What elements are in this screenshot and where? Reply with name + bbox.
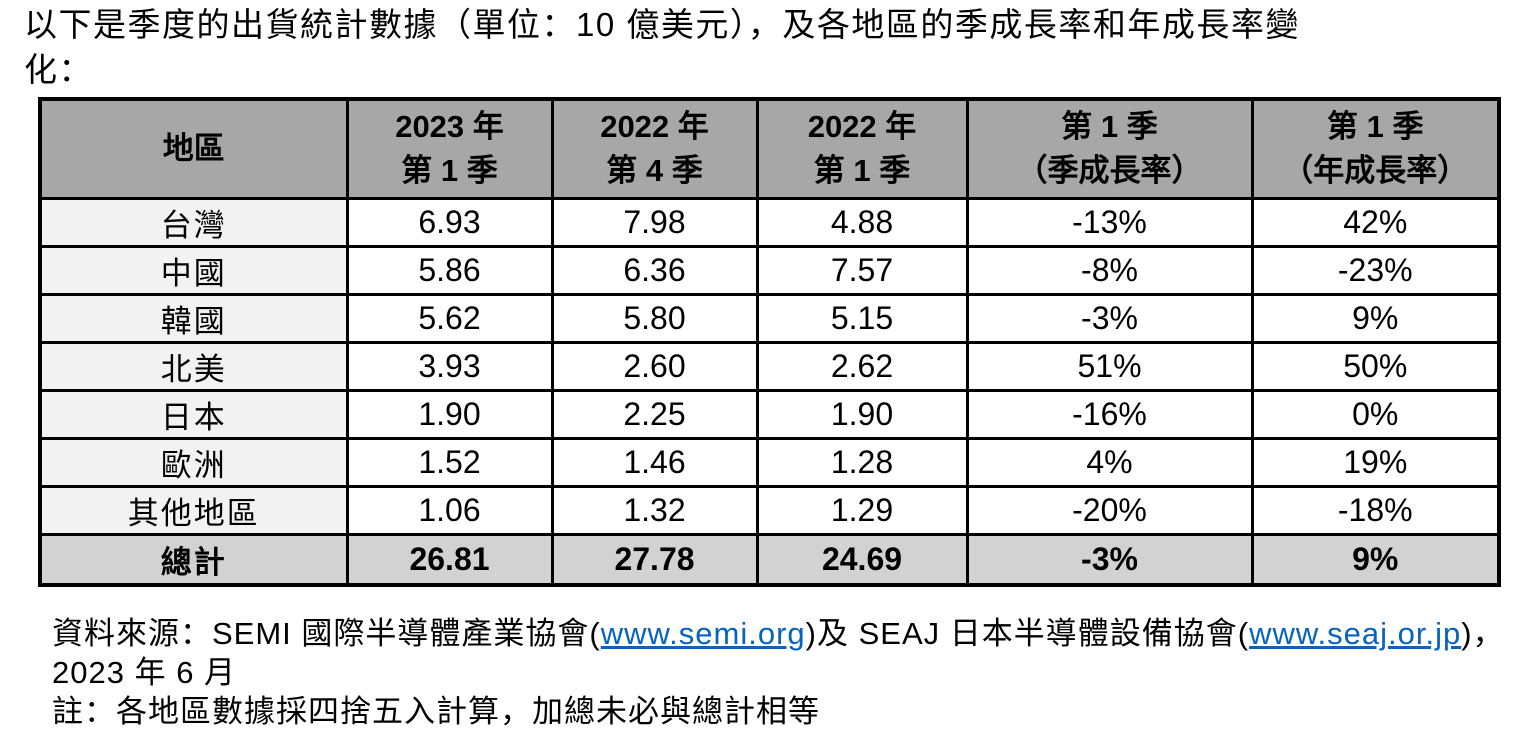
yoy-cell: -18% (1250, 485, 1501, 536)
qoq-cell: 4% (965, 437, 1254, 488)
value-cell: 1.52 (345, 437, 554, 488)
intro-line-2: 化： (24, 51, 93, 88)
value-cell: 1.32 (550, 485, 759, 536)
value-cell: 5.86 (345, 245, 554, 296)
col-header-2023q1: 2023 年 第 1 季 (345, 97, 554, 200)
value-cell: 4.88 (755, 197, 969, 248)
value-cell: 6.36 (550, 245, 759, 296)
header-line: 地區 (162, 131, 225, 166)
col-header-region: 地區 (38, 97, 349, 200)
source-text-middle: )及 SEAJ 日本半導體設備協會( (805, 616, 1250, 651)
value-cell: 7.57 (755, 245, 969, 296)
header-line: （季成長率） (1016, 153, 1203, 188)
value-cell: 1.90 (345, 389, 554, 440)
yoy-cell: 9% (1250, 293, 1501, 344)
value-cell: 5.62 (345, 293, 554, 344)
header-line: 第 1 季 (1327, 109, 1424, 144)
value-cell: 1.28 (755, 437, 969, 488)
value-cell: 2.62 (755, 341, 969, 392)
value-cell: 1.06 (345, 485, 554, 536)
shipment-table: 地區 2023 年 第 1 季 2022 年 第 4 季 2022 年 第 1 … (38, 97, 1501, 587)
yoy-cell: 19% (1250, 437, 1501, 488)
semi-link[interactable]: www.semi.org (600, 616, 806, 651)
source-line: 資料來源：SEMI 國際半導體產業協會(www.semi.org)及 SEAJ … (52, 614, 1505, 653)
value-cell: 2.25 (550, 389, 759, 440)
seaj-link[interactable]: www.seaj.or.jp (1249, 616, 1462, 651)
source-text-suffix: )， (1461, 616, 1505, 651)
value-cell: 1.46 (550, 437, 759, 488)
col-header-2022q1: 2022 年 第 1 季 (755, 97, 969, 200)
region-cell: 韓國 (38, 293, 349, 344)
qoq-cell: -20% (965, 485, 1254, 536)
col-header-yoy-growth: 第 1 季 （年成長率） (1250, 97, 1501, 200)
header-row: 地區 2023 年 第 1 季 2022 年 第 4 季 2022 年 第 1 … (38, 97, 1501, 200)
yoy-cell: 42% (1250, 197, 1501, 248)
header-line: 第 1 季 (401, 153, 498, 188)
footer-notes: 資料來源：SEMI 國際半導體產業協會(www.semi.org)及 SEAJ … (52, 614, 1505, 731)
header-line: 2022 年 (807, 109, 917, 144)
region-cell: 中國 (38, 245, 349, 296)
value-cell: 6.93 (345, 197, 554, 248)
yoy-cell: 0% (1250, 389, 1501, 440)
total-value-cell: 24.69 (755, 533, 969, 586)
total-qoq-cell: -3% (965, 533, 1254, 586)
qoq-cell: -8% (965, 245, 1254, 296)
header-line: 第 1 季 (813, 153, 911, 188)
header-line: 第 4 季 (606, 153, 703, 188)
header-line: 2022 年 (600, 109, 709, 144)
total-row: 總計 26.81 27.78 24.69 -3% 9% (38, 533, 1501, 586)
yoy-cell: -23% (1250, 245, 1501, 296)
col-header-qoq-growth: 第 1 季 （季成長率） (965, 97, 1254, 200)
table-row-other-regions: 其他地區 1.06 1.32 1.29 -20% -18% (38, 485, 1501, 536)
region-cell: 北美 (38, 341, 349, 392)
value-cell: 1.29 (755, 485, 969, 536)
qoq-cell: -3% (965, 293, 1254, 344)
date-line: 2023 年 6 月 (52, 655, 237, 690)
value-cell: 7.98 (550, 197, 759, 248)
col-header-2022q4: 2022 年 第 4 季 (550, 97, 759, 200)
table-row-europe: 歐洲 1.52 1.46 1.28 4% 19% (38, 437, 1501, 488)
region-cell: 台灣 (38, 197, 349, 248)
intro-paragraph: 以下是季度的出貨統計數據（單位：10 億美元），及各地區的季成長率和年成長率變 … (24, 2, 1300, 92)
table-row-taiwan: 台灣 6.93 7.98 4.88 -13% 42% (38, 197, 1501, 248)
table-row-north-america: 北美 3.93 2.60 2.62 51% 50% (38, 341, 1501, 392)
region-cell: 歐洲 (38, 437, 349, 488)
intro-line-1: 以下是季度的出貨統計數據（單位：10 億美元），及各地區的季成長率和年成長率變 (24, 6, 1300, 43)
header-line: 2023 年 (395, 109, 504, 144)
table-row-japan: 日本 1.90 2.25 1.90 -16% 0% (38, 389, 1501, 440)
source-text-prefix: 資料來源：SEMI 國際半導體產業協會( (52, 616, 601, 651)
header-line: 第 1 季 (1061, 109, 1158, 144)
note-line: 註：各地區數據採四捨五入計算，加總未必與總計相等 (52, 694, 820, 729)
value-cell: 1.90 (755, 389, 969, 440)
qoq-cell: -16% (965, 389, 1254, 440)
value-cell: 5.80 (550, 293, 759, 344)
yoy-cell: 50% (1250, 341, 1501, 392)
total-value-cell: 27.78 (550, 533, 759, 586)
qoq-cell: -13% (965, 197, 1254, 248)
total-value-cell: 26.81 (345, 533, 554, 586)
header-line: （年成長率） (1282, 153, 1469, 188)
table-row-china: 中國 5.86 6.36 7.57 -8% -23% (38, 245, 1501, 296)
value-cell: 5.15 (755, 293, 969, 344)
table-row-korea: 韓國 5.62 5.80 5.15 -3% 9% (38, 293, 1501, 344)
value-cell: 3.93 (345, 341, 554, 392)
value-cell: 2.60 (550, 341, 759, 392)
total-yoy-cell: 9% (1250, 533, 1501, 586)
qoq-cell: 51% (965, 341, 1254, 392)
region-cell: 其他地區 (38, 485, 349, 536)
total-label-cell: 總計 (38, 533, 349, 586)
region-cell: 日本 (38, 389, 349, 440)
